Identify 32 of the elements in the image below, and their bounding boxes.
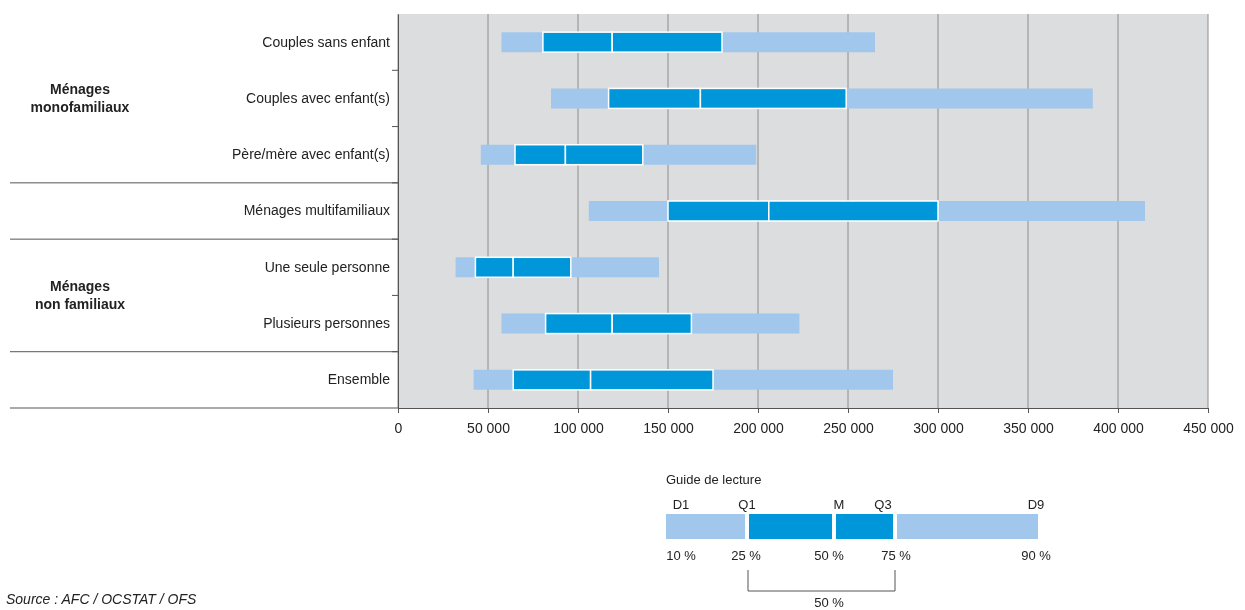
text: Ménages non familiaux	[34, 278, 126, 313]
x-tick-label: 200 000	[733, 419, 785, 436]
text: M	[833, 497, 845, 512]
x-tick-label: 0	[394, 419, 403, 436]
y-tick-label: Plusieurs personnes	[263, 315, 390, 332]
source-note: Source : AFC / OCSTAT / OFS	[6, 591, 197, 607]
y-tick-label: Ménages multifamiliaux	[243, 202, 390, 219]
x-tick-label: 100 000	[553, 419, 605, 436]
text: Q1	[738, 497, 756, 512]
text: 50 %	[814, 595, 845, 610]
text: 25 %	[731, 548, 762, 563]
text: 75 %	[881, 548, 912, 563]
y-tick-label: Une seule personne	[264, 258, 391, 275]
x-tick-label: 50 000	[467, 419, 511, 436]
x-tick-label: 350 000	[1003, 419, 1055, 436]
x-tick-label: 250 000	[823, 419, 875, 436]
x-tick-label: 300 000	[913, 419, 965, 436]
text: D1	[672, 497, 690, 512]
y-tick-label: Ensemble	[327, 371, 391, 388]
x-tick-label: 450 000	[1183, 419, 1235, 436]
y-tick-label: Couples sans enfant	[262, 33, 391, 50]
text: Ménages monofamiliaux	[30, 81, 130, 116]
text: 50 %	[814, 548, 845, 563]
text: Q3	[874, 497, 892, 512]
x-tick-label: 150 000	[643, 419, 695, 436]
y-tick-label: Couples avec enfant(s)	[246, 89, 390, 106]
text: 10 %	[666, 548, 697, 563]
text: D9	[1027, 497, 1045, 512]
y-tick-label: Père/mère avec enfant(s)	[232, 146, 390, 163]
text: Guide de lecture	[666, 472, 762, 487]
x-tick-label: 400 000	[1093, 419, 1145, 436]
text: 90 %	[1021, 548, 1052, 563]
